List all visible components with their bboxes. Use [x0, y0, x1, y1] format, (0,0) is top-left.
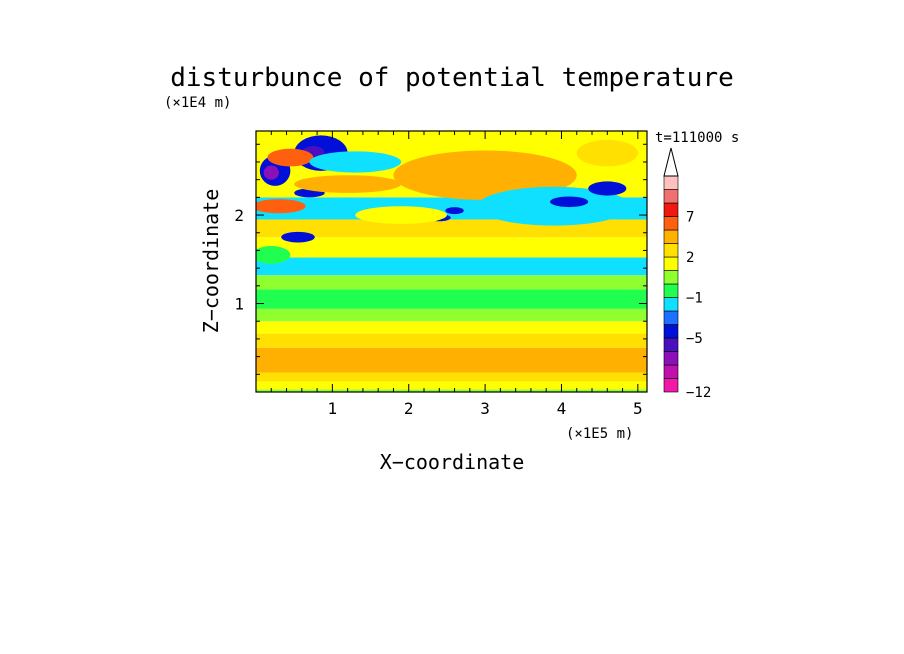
plot-frame — [255, 130, 648, 393]
colorbar-swatch — [663, 378, 679, 393]
contour-band — [256, 237, 647, 258]
contour-region — [588, 181, 627, 196]
contour-band — [256, 257, 647, 276]
colorbar: −12−5−127 — [663, 147, 711, 401]
colorbar-swatch — [663, 283, 679, 298]
contour-region — [477, 186, 631, 226]
colorbar-label: −12 — [686, 385, 711, 401]
colorbar-swatch — [663, 189, 679, 204]
contour-region — [550, 196, 589, 208]
contour-band — [256, 321, 647, 334]
colorbar-extend-arrow — [663, 147, 679, 177]
contour-region — [263, 165, 279, 180]
colorbar-swatch — [663, 324, 679, 339]
x-tick-label: 5 — [633, 399, 643, 418]
contour-field — [256, 131, 647, 392]
contour-region — [309, 151, 402, 173]
y-unit-label: (×1E4 m) — [164, 95, 231, 111]
x-axis-label: X−coordinate — [380, 450, 525, 474]
contour-band — [256, 275, 647, 290]
x-unit-label: (×1E5 m) — [566, 426, 633, 442]
contour-region — [355, 206, 447, 224]
x-tick-label: 1 — [328, 399, 338, 418]
contour-band — [256, 308, 647, 322]
contour-region — [281, 231, 315, 243]
contour-region — [445, 207, 464, 215]
x-axis-ticks: 1 2 3 4 5 — [270, 131, 643, 418]
x-tick-label: 2 — [404, 399, 414, 418]
colorbar-swatch — [663, 297, 679, 312]
colorbar-swatch — [663, 351, 679, 366]
colorbar-label: 2 — [686, 250, 694, 266]
contour-band — [256, 372, 647, 382]
x-tick-label: 4 — [557, 399, 567, 418]
contour-region — [393, 350, 455, 363]
contour-region — [256, 246, 291, 264]
x-tick-label: 3 — [480, 399, 490, 418]
chart-title: disturbunce of potential temperature — [170, 63, 734, 93]
contour-region — [256, 199, 306, 214]
y-axis-ticks: 12 — [234, 143, 647, 375]
contour-band — [256, 289, 647, 309]
colorbar-swatch — [663, 175, 679, 190]
colorbar-label: −5 — [686, 331, 703, 347]
colorbar-label: 7 — [686, 210, 694, 226]
contour-band — [256, 333, 647, 348]
time-label: t=111000 s — [655, 130, 739, 146]
y-axis-label: Z−coordinate — [199, 189, 223, 334]
contour-band — [256, 389, 647, 392]
contour-band — [256, 347, 647, 373]
colorbar-swatch — [663, 270, 679, 285]
colorbar-swatch — [663, 202, 679, 217]
colorbar-swatch — [663, 243, 679, 258]
contour-region — [393, 150, 577, 201]
contour-region — [294, 175, 402, 193]
colorbar-swatch — [663, 229, 679, 244]
contour-region — [267, 148, 314, 167]
colorbar-label: −1 — [686, 291, 703, 307]
y-tick-label: 2 — [234, 206, 244, 225]
colorbar-swatch — [663, 256, 679, 271]
contour-band — [256, 381, 647, 390]
y-tick-label: 1 — [234, 295, 244, 314]
colorbar-swatch — [663, 337, 679, 352]
colorbar-swatch — [663, 216, 679, 231]
colorbar-swatch — [663, 364, 679, 379]
colorbar-swatch — [663, 310, 679, 325]
contour-region — [485, 356, 531, 366]
contour-region — [576, 139, 638, 167]
